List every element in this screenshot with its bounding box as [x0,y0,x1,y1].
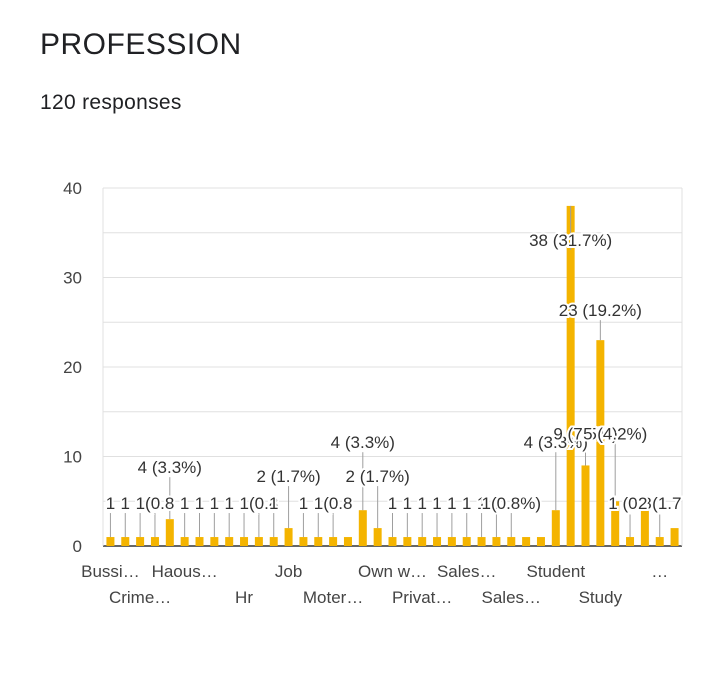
y-tick-label: 30 [63,269,82,288]
bar [507,537,516,546]
data-label: 1 [447,494,456,513]
data-label: 1 [462,494,471,513]
x-tick-label: Student [527,562,586,581]
bar [299,537,308,546]
x-tick-label: Study [579,588,623,607]
bar [254,537,263,546]
data-label: 1 [224,494,233,513]
x-tick-label: Sales… [437,562,497,581]
x-tick-label: Crime… [109,588,171,607]
x-tick-label: Own w… [358,562,427,581]
x-tick-label: Hr [235,588,253,607]
data-label: 2 (1.7 [638,494,681,513]
data-label: 1(0.8 [240,494,279,513]
y-tick-label: 10 [63,448,82,467]
x-tick-label: Privat… [392,588,452,607]
data-label: 1 (0.8 [608,494,651,513]
bar [195,537,204,546]
bar [492,537,501,546]
bars [106,205,679,546]
bar [180,537,189,546]
x-tick-label: Job [275,562,302,581]
data-label: 1 [477,494,486,513]
bar [626,537,635,546]
data-label: 1 [269,494,278,513]
data-label: 1 [121,494,130,513]
bar [284,528,293,546]
bar [447,537,456,546]
data-label: 5 (4.2%) [583,424,647,443]
bar [640,510,649,546]
bar [225,537,234,546]
response-count: 120 responses [40,91,182,114]
data-label: 2 (1.7%) [346,467,410,486]
data-label: 4 (3.3%) [138,458,202,477]
bar [165,519,174,546]
data-label: 1 [432,494,441,513]
data-label: 38 (31.7%) [529,231,612,250]
bar [388,537,397,546]
label-leaders [109,205,661,538]
data-label: 1 [135,494,144,513]
data-label: 1 [417,494,426,513]
bar [358,510,367,546]
bar [121,537,130,546]
bar [655,537,664,546]
bar [136,537,145,546]
data-label: 1(0.8 [314,494,353,513]
bar [314,537,323,546]
data-label: 1(0.8 [136,494,175,513]
x-axis-labels: Bussi… Haous… Job Own w… Sales… Student … Crime… [81,562,668,607]
bar [462,537,471,546]
bar [343,537,352,546]
data-label: 1 [299,494,308,513]
data-label: 4 (3.3%) [524,433,588,452]
data-label: 1 [210,494,219,513]
bar [150,537,159,546]
bar [329,537,338,546]
y-tick-label: 20 [63,358,82,377]
x-tick-label: Moter… [303,588,363,607]
data-label: 1 [388,494,397,513]
bar [596,340,605,546]
y-axis-ticks: 0 10 20 30 40 [63,179,82,556]
chart-title: PROFESSION [40,28,242,61]
bar [670,528,679,546]
bar [477,537,486,546]
y-tick-label: 40 [63,179,82,198]
bar [611,501,620,546]
bar [106,537,115,546]
data-label: 1 [403,494,412,513]
bar [373,528,382,546]
x-tick-label: Sales… [482,588,542,607]
x-tick-label: Bussi… [81,562,140,581]
data-label: 1 [239,494,248,513]
data-label: 1 [106,494,115,513]
bar [269,537,278,546]
y-tick-label: 0 [73,537,82,556]
bar [433,537,442,546]
data-labels: 1 1 11(0.84 (3.3%)1 1 1 1 11(0.812 (1.7%)1 11(0… [104,229,684,515]
data-label: 1 [314,494,323,513]
bar [418,537,427,546]
data-label: 2 (1.7%) [256,467,320,486]
data-label: 23 (19.2%) [559,301,642,320]
x-tick-label: Haous… [152,562,218,581]
data-label: 9 (7.5%) [553,424,617,443]
bar [551,510,560,546]
bar [566,205,575,546]
bar [403,537,412,546]
data-label: 1(0.8%) [482,494,542,513]
x-tick-label: … [651,562,668,581]
bar [581,465,590,546]
data-label: 1 [195,494,204,513]
data-label: 1 [492,494,501,513]
bar [536,537,545,546]
bar [522,537,531,546]
bar [210,537,219,546]
data-label: 1 [180,494,189,513]
data-label: 4 (3.3%) [331,433,395,452]
bar [240,537,249,546]
